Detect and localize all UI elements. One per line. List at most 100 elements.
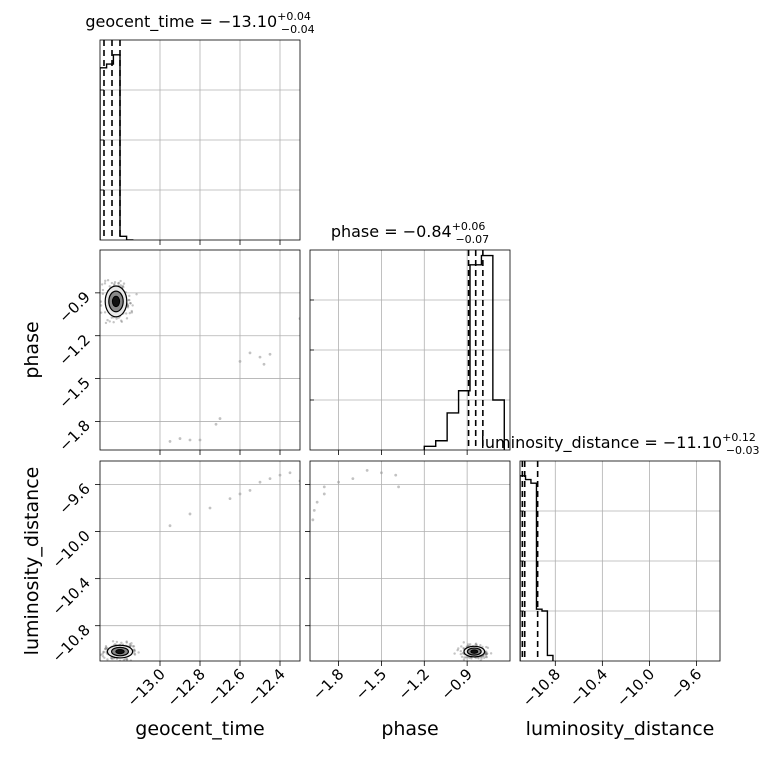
contour-inner: [470, 649, 479, 654]
scatter-point: [106, 279, 110, 282]
scatter-point: [106, 658, 109, 661]
scatter-point: [394, 473, 398, 477]
scatter-point: [208, 506, 212, 510]
scatter-point: [137, 651, 140, 654]
scatter-point: [122, 282, 126, 285]
panel-phase-vs-geocent_time-content: [100, 250, 300, 450]
title-upper-error: +0.12: [722, 431, 756, 444]
y-axis-label-luminosity_distance: luminosity_distance: [21, 467, 43, 656]
scatter-point: [351, 477, 355, 481]
scatter-point: [365, 469, 369, 472]
scatter-point: [119, 284, 122, 287]
scatter-point: [485, 652, 489, 655]
y-tick-label: −10.4: [49, 574, 94, 619]
scatter-point: [108, 320, 111, 323]
scatter-point: [248, 489, 252, 492]
scatter-point: [125, 657, 129, 661]
x-tick-label: −10.8: [519, 665, 564, 710]
scatter-point: [268, 352, 272, 356]
panels-layer: [95, 39, 721, 666]
x-tick-label: −9.6: [667, 665, 705, 703]
scatter-point: [268, 477, 272, 481]
scatter-point: [128, 642, 132, 646]
scatter-point: [474, 642, 478, 645]
scatter-point: [322, 492, 326, 496]
scatter-point: [110, 656, 114, 660]
scatter-point: [456, 648, 459, 652]
scatter-point: [125, 640, 128, 643]
scatter-point: [105, 646, 108, 649]
title-lower-error: −0.07: [455, 233, 489, 246]
scatter-point: [467, 643, 470, 646]
scatter-point: [117, 281, 121, 285]
scatter-point: [103, 311, 107, 314]
hist-step-phase: [423, 254, 505, 450]
x-tick-label: −12.4: [244, 665, 289, 710]
scatter-point: [113, 282, 116, 286]
scatter-point: [258, 480, 262, 484]
y-tick-label: −1.2: [55, 331, 93, 369]
scatter-point: [104, 645, 108, 648]
scatter-point: [489, 652, 493, 655]
scatter-point: [127, 298, 130, 302]
scatter-point: [110, 316, 113, 319]
scatter-point: [130, 311, 134, 314]
scatter-point: [130, 641, 133, 645]
scatter-point: [262, 362, 266, 366]
scatter-point: [104, 647, 107, 650]
hist-luminosity_distance: [519, 460, 721, 666]
scatter-point: [129, 644, 132, 648]
scatter-point: [459, 652, 463, 656]
scatter-point: [100, 283, 104, 286]
x-tick-label: −13.0: [124, 665, 169, 710]
scatter-point: [108, 285, 111, 288]
scatter-point: [133, 653, 137, 656]
scatter-point: [315, 500, 319, 504]
scatter-point: [126, 306, 130, 309]
scatter-point: [102, 651, 105, 654]
title-lower-error: −0.03: [726, 444, 760, 457]
scatter-point: [312, 509, 316, 512]
scatter-point: [129, 302, 132, 305]
scatter-point: [484, 653, 488, 656]
scatter-point: [101, 652, 104, 656]
x-tick-label: −1.8: [309, 665, 347, 703]
title-main: phase = −0.84: [331, 222, 452, 241]
scatter-point: [480, 657, 483, 660]
x-tick-label: −10.4: [566, 665, 611, 710]
x-axis-label-phase: phase: [381, 718, 438, 740]
scatter-point: [128, 294, 131, 298]
scatter-point: [457, 647, 460, 650]
panel-luminosity_distance-vs-phase-content: [310, 461, 510, 661]
scatter-point: [101, 288, 105, 292]
contour-inner: [111, 295, 121, 308]
hist-geocent_time: [99, 39, 301, 245]
scatter-point: [469, 643, 472, 646]
scatter-point: [131, 645, 135, 648]
title-lower-error: −0.04: [281, 23, 315, 36]
x-tick-label: −1.5: [352, 665, 390, 703]
title-upper-error: +0.04: [277, 10, 311, 23]
scatter-point: [109, 656, 113, 660]
scatter-point: [125, 641, 128, 644]
x-tick-label: −10.0: [613, 665, 658, 710]
scatter-point: [462, 641, 465, 644]
x-axis-label-geocent_time: geocent_time: [135, 718, 264, 740]
contour-inner: [115, 648, 125, 655]
scatter-point: [133, 649, 136, 652]
scatter-point: [104, 279, 107, 283]
scatter-point: [122, 658, 126, 661]
scatter-point: [198, 438, 202, 442]
scatter-point: [119, 279, 122, 283]
hist-phase: [309, 249, 511, 455]
scatter-point: [117, 282, 120, 285]
scatter-point: [485, 650, 488, 653]
scatter-point: [122, 285, 125, 289]
panel-phase-vs-geocent_time: [95, 249, 301, 455]
scatter-point: [128, 311, 132, 315]
scatter-point: [322, 485, 326, 489]
title-geocent_time: geocent_time = −13.10+0.04 −0.04: [85, 10, 314, 36]
scatter-point: [111, 657, 114, 661]
hist-phase-content: [310, 250, 510, 450]
x-tick-label: −1.2: [395, 665, 433, 703]
